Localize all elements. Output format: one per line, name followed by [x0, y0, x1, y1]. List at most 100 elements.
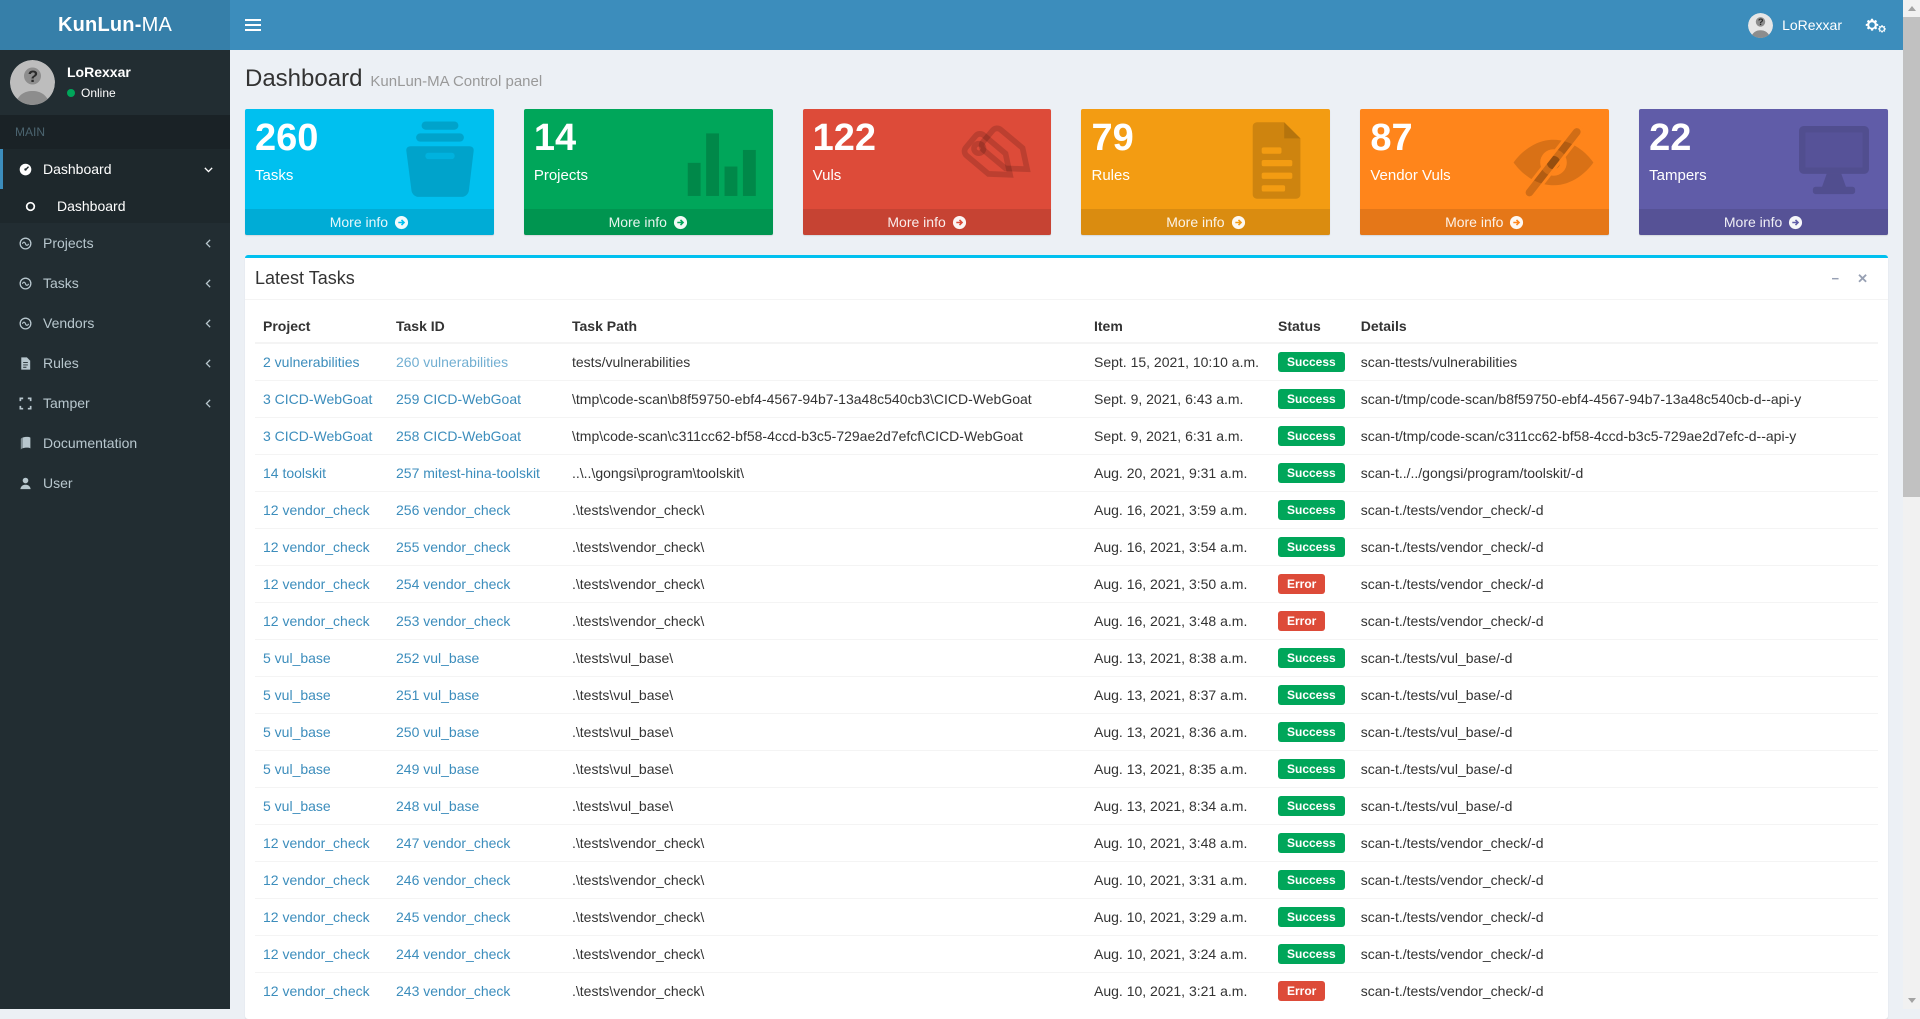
details-cell: scan-t./tests/vendor_check/-d — [1353, 899, 1878, 936]
project-link[interactable]: 5 vul_base — [263, 724, 331, 740]
task-id-link[interactable]: 256 vendor_check — [396, 502, 510, 518]
sidebar-link-tasks[interactable]: Tasks — [0, 263, 230, 303]
project-link[interactable]: 14 toolskit — [263, 465, 326, 481]
sidebar-link-tamper[interactable]: Tamper — [0, 383, 230, 423]
more-info-link-vuls[interactable]: More info — [803, 209, 1052, 235]
project-link[interactable]: 12 vendor_check — [263, 835, 370, 851]
task-id-link[interactable]: 259 CICD-WebGoat — [396, 391, 521, 407]
navbar-user-name: LoRexxar — [1782, 17, 1842, 33]
task-id-link[interactable]: 244 vendor_check — [396, 946, 510, 962]
sidebar-link-documentation[interactable]: Documentation — [0, 423, 230, 463]
details-cell: scan-t./tests/vendor_check/-d — [1353, 566, 1878, 603]
details-cell: scan-t./tests/vendor_check/-d — [1353, 492, 1878, 529]
sidebar-item-user: User — [0, 463, 230, 503]
details-cell: scan-t./tests/vendor_check/-d — [1353, 936, 1878, 973]
task-id-link[interactable]: 243 vendor_check — [396, 983, 510, 999]
task-id-link[interactable]: 247 vendor_check — [396, 835, 510, 851]
task-id-link[interactable]: 248 vul_base — [396, 798, 479, 814]
task-id-link[interactable]: 250 vul_base — [396, 724, 479, 740]
scrollbar-down-arrow[interactable] — [1903, 992, 1920, 1009]
project-link[interactable]: 12 vendor_check — [263, 613, 370, 629]
task-path-cell: .\tests\vendor_check\ — [564, 603, 1086, 640]
sidebar-link-vendors[interactable]: Vendors — [0, 303, 230, 343]
more-info-link-vendor-vuls[interactable]: More info — [1360, 209, 1609, 235]
sidebar-toggle-button[interactable] — [230, 0, 276, 50]
more-info-link-projects[interactable]: More info — [524, 209, 773, 235]
chevron-left-icon — [202, 317, 215, 330]
more-info-label: More info — [1724, 214, 1782, 230]
page-scrollbar[interactable] — [1903, 0, 1920, 1009]
task-id-link[interactable]: 258 CICD-WebGoat — [396, 428, 521, 444]
sidebar-sublink-dashboard[interactable]: Dashboard — [0, 189, 230, 223]
panel-close-button[interactable]: ✕ — [1853, 270, 1872, 287]
arrow-circle-right-icon — [952, 215, 967, 230]
column-header-item: Item — [1086, 310, 1270, 343]
scrollbar-thumb[interactable] — [1903, 17, 1920, 497]
details-cell: scan-t./tests/vul_base/-d — [1353, 714, 1878, 751]
task-id-link[interactable]: 246 vendor_check — [396, 872, 510, 888]
task-id-link[interactable]: 257 mitest-hina-toolskit — [396, 465, 540, 481]
project-link[interactable]: 12 vendor_check — [263, 946, 370, 962]
sidebar-link-rules[interactable]: Rules — [0, 343, 230, 383]
task-path-cell: tests/vulnerabilities — [564, 343, 1086, 381]
sidebar-link-user[interactable]: User — [0, 463, 230, 503]
task-id-link[interactable]: 255 vendor_check — [396, 539, 510, 555]
arrow-circle-right-icon — [673, 215, 688, 230]
project-link[interactable]: 5 vul_base — [263, 761, 331, 777]
navbar-user-menu[interactable]: ? LoRexxar — [1748, 13, 1842, 38]
project-link[interactable]: 2 vulnerabilities — [263, 354, 360, 370]
book-icon — [18, 436, 43, 451]
project-link[interactable]: 12 vendor_check — [263, 983, 370, 999]
project-link[interactable]: 12 vendor_check — [263, 872, 370, 888]
task-id-link[interactable]: 260 vulnerabilities — [396, 354, 508, 370]
project-link[interactable]: 3 CICD-WebGoat — [263, 391, 372, 407]
more-info-link-tampers[interactable]: More info — [1639, 209, 1888, 235]
stat-box-label: Rules — [1091, 167, 1320, 184]
file-icon — [18, 356, 43, 371]
svg-text:?: ? — [1758, 17, 1764, 28]
sidebar-link-projects[interactable]: Projects — [0, 223, 230, 263]
task-id-link[interactable]: 249 vul_base — [396, 761, 479, 777]
more-info-label: More info — [330, 214, 388, 230]
sidebar-user-status[interactable]: Online — [67, 86, 131, 100]
task-id-link[interactable]: 245 vendor_check — [396, 909, 510, 925]
task-id-link[interactable]: 252 vul_base — [396, 650, 479, 666]
stat-box-value: 122 — [813, 119, 1042, 157]
circle-o-icon — [24, 200, 47, 213]
stat-box-label: Vendor Vuls — [1370, 167, 1599, 184]
wave-circle-icon — [18, 236, 43, 251]
project-link[interactable]: 12 vendor_check — [263, 502, 370, 518]
arrow-circle-right-icon — [394, 215, 409, 230]
sidebar-link-dashboard[interactable]: Dashboard — [0, 149, 230, 189]
column-header-details: Details — [1353, 310, 1878, 343]
task-path-cell: .\tests\vendor_check\ — [564, 862, 1086, 899]
project-link[interactable]: 5 vul_base — [263, 798, 331, 814]
project-link[interactable]: 3 CICD-WebGoat — [263, 428, 372, 444]
task-id-link[interactable]: 254 vendor_check — [396, 576, 510, 592]
task-id-link[interactable]: 253 vendor_check — [396, 613, 510, 629]
chevron-down-icon — [202, 163, 215, 176]
project-link[interactable]: 5 vul_base — [263, 687, 331, 703]
sidebar-user-name: LoRexxar — [67, 64, 131, 80]
settings-gears-icon[interactable] — [1864, 17, 1887, 34]
brand-bold: KunLun- — [58, 14, 142, 37]
task-id-link[interactable]: 251 vul_base — [396, 687, 479, 703]
more-info-link-tasks[interactable]: More info — [245, 209, 494, 235]
brand-logo[interactable]: KunLun-MA — [0, 0, 230, 50]
project-link[interactable]: 12 vendor_check — [263, 576, 370, 592]
project-link[interactable]: 12 vendor_check — [263, 909, 370, 925]
column-header-status: Status — [1270, 310, 1353, 343]
sidebar-item-label: User — [43, 475, 73, 491]
task-path-cell: .\tests\vul_base\ — [564, 677, 1086, 714]
project-link[interactable]: 5 vul_base — [263, 650, 331, 666]
scrollbar-up-arrow[interactable] — [1903, 0, 1920, 17]
arrow-circle-right-icon — [1788, 215, 1803, 230]
project-link[interactable]: 12 vendor_check — [263, 539, 370, 555]
more-info-link-rules[interactable]: More info — [1081, 209, 1330, 235]
panel-minimize-button[interactable]: − — [1828, 270, 1844, 287]
